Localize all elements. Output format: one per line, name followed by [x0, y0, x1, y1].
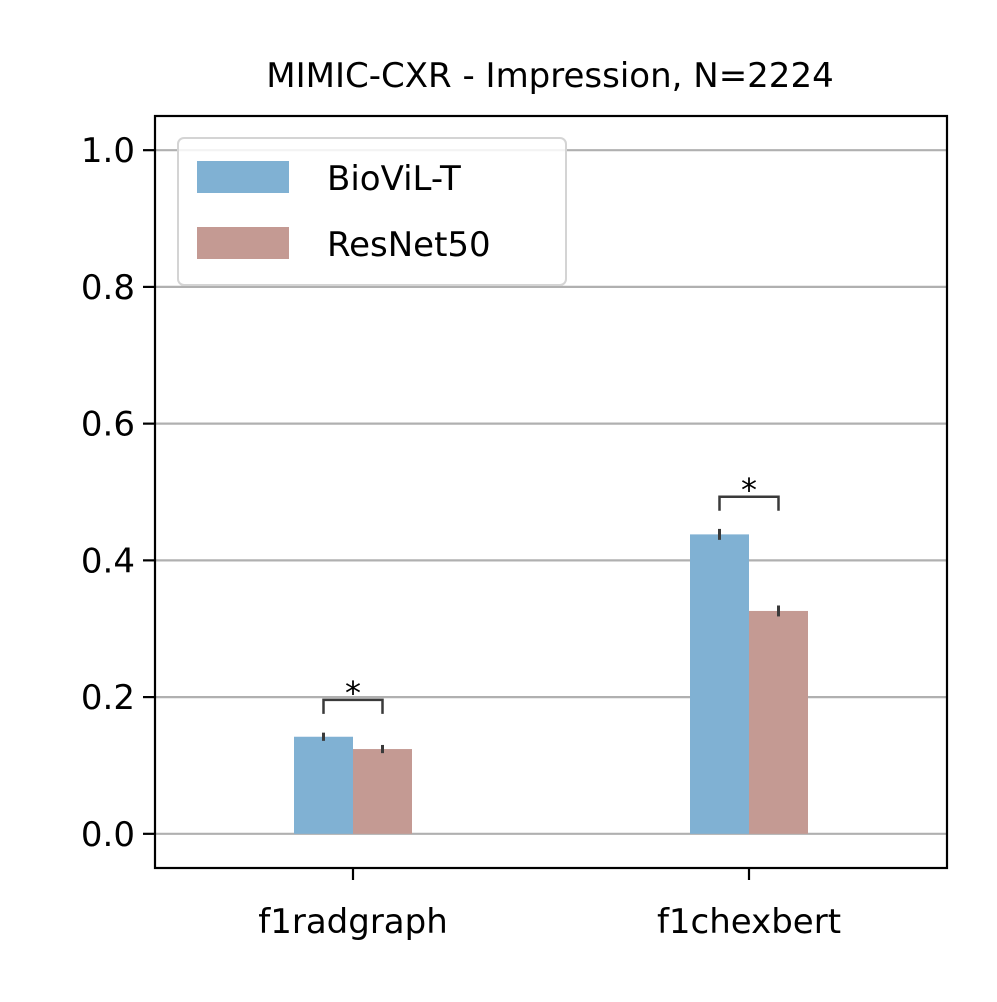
y-tick-label: 0.8 — [81, 268, 135, 308]
significance-star: * — [345, 674, 361, 712]
y-tick-label: 1.0 — [81, 131, 135, 171]
significance-bracket — [322, 698, 384, 714]
legend: BioViL-T ResNet50 — [177, 137, 567, 286]
significance-bracket — [718, 495, 780, 511]
legend-label-resnet50: ResNet50 — [327, 225, 491, 265]
y-tick-label: 0.6 — [81, 405, 135, 445]
bars — [294, 534, 808, 834]
significance-star: * — [741, 471, 757, 509]
x-tick-label: f1radgraph — [258, 902, 448, 942]
y-tick-label: 0.2 — [81, 678, 135, 718]
bar-resnet50-f1radgraph — [353, 749, 412, 834]
y-tick-label: 0.0 — [81, 815, 135, 855]
legend-swatch-resnet50 — [197, 227, 289, 259]
x-tick-label: f1chexbert — [657, 902, 841, 942]
plot-area-frame — [153, 114, 949, 870]
significance-annotations: ** — [322, 471, 780, 714]
error-bars — [322, 528, 780, 754]
chart-title: MIMIC-CXR - Impression, N=2224 — [266, 56, 833, 96]
legend-swatch-biovil-t — [197, 161, 289, 193]
y-axis: 0.0 0.2 0.4 0.6 0.8 1.0 — [81, 131, 155, 855]
bar-biovil-t-f1chexbert — [690, 534, 749, 834]
x-axis: f1radgraph f1chexbert — [258, 868, 841, 942]
legend-label-biovil-t: BioViL-T — [327, 159, 461, 199]
bar-resnet50-f1chexbert — [749, 610, 808, 834]
bar-biovil-t-f1radgraph — [294, 736, 353, 834]
y-tick-label: 0.4 — [81, 541, 135, 581]
